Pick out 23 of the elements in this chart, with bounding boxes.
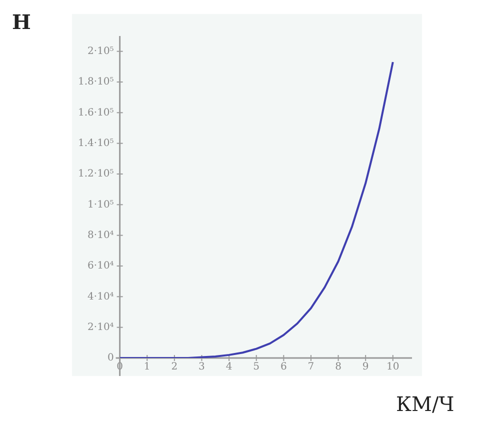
- y-tick-label: 0: [107, 352, 114, 364]
- y-tick-label: 1.4·10⁵: [78, 138, 114, 149]
- y-tick-label: 1.8·10⁵: [78, 76, 114, 88]
- y-tick-label: 8·10⁴: [88, 230, 114, 241]
- x-tick-label: 3: [198, 362, 205, 373]
- y-tick-label: 6·10⁴: [88, 260, 114, 272]
- x-tick-label: 1: [144, 362, 150, 373]
- x-tick-label: 6: [280, 362, 287, 373]
- y-tick-label: 1·10⁵: [88, 199, 114, 210]
- x-tick-label: 10: [386, 362, 400, 373]
- x-tick-label: 9: [362, 362, 369, 373]
- y-tick-label: 2·10⁵: [88, 46, 114, 57]
- y-tick-label: 1.2·10⁵: [78, 168, 114, 180]
- y-axis-title: Н: [12, 10, 31, 34]
- y-tick-label: 4·10⁴: [88, 291, 114, 302]
- x-tick-label: 5: [253, 362, 260, 373]
- x-tick-label: 4: [226, 362, 232, 373]
- x-axis-title: КМ/Ч: [396, 392, 454, 416]
- x-tick-label: 8: [335, 362, 342, 373]
- y-tick-label: 2·10⁴: [88, 322, 114, 333]
- x-tick-label: 2: [171, 362, 178, 373]
- y-tick-label: 1.6·10⁵: [78, 107, 114, 118]
- x-tick-label: 7: [308, 362, 314, 373]
